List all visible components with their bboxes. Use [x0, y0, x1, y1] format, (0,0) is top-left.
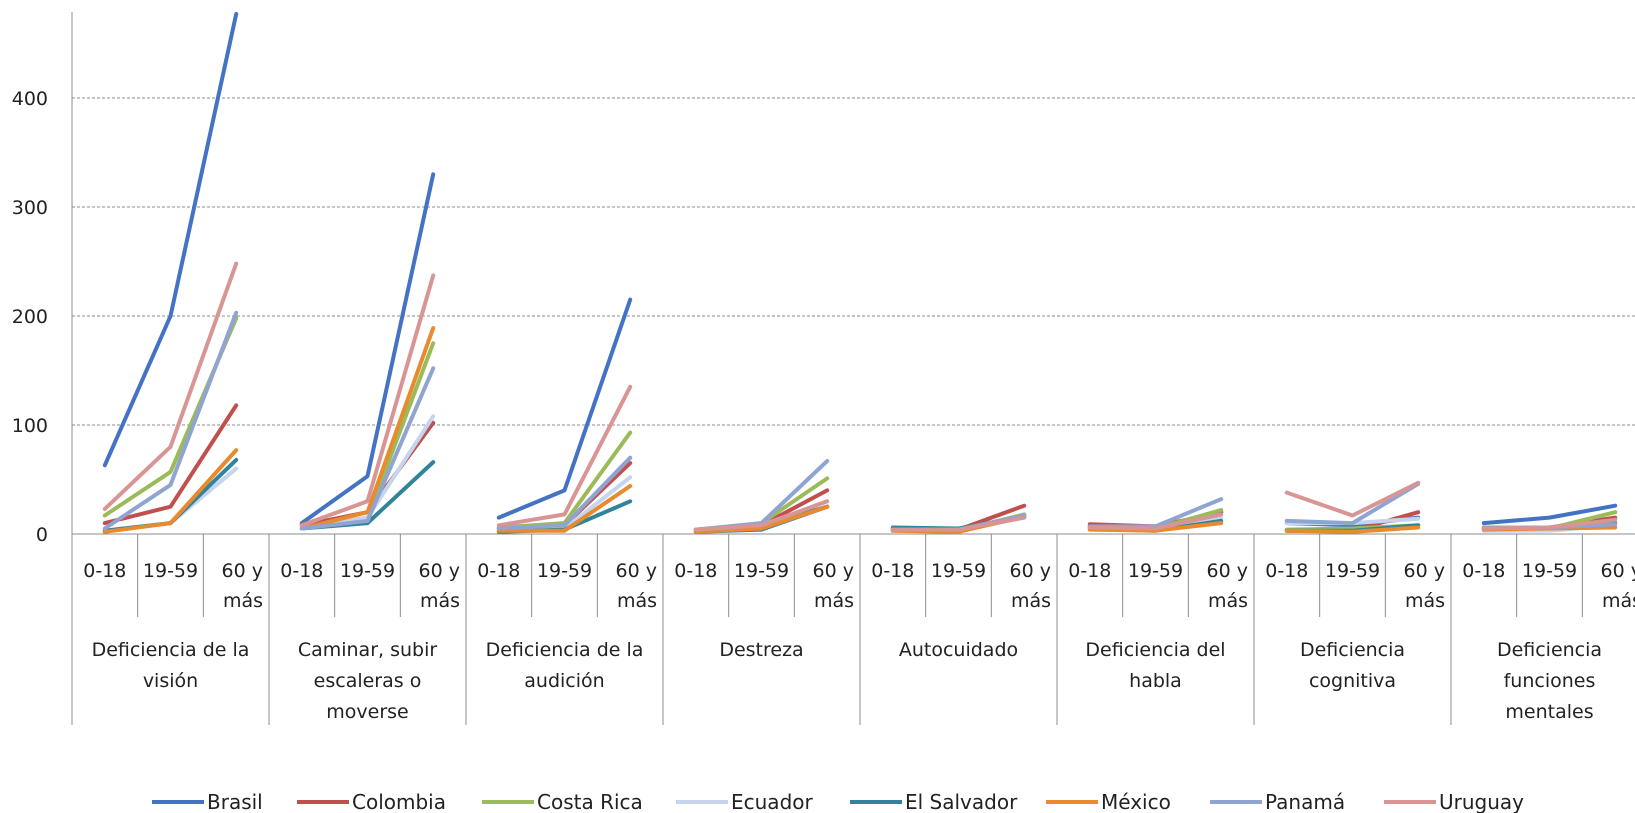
series-line-segment [299, 366, 436, 531]
subcategory-label: 19-59 [1128, 560, 1183, 582]
series-line-segment [1481, 503, 1618, 526]
group-label: Caminar, subir [298, 639, 438, 661]
subcategory-label: 19-59 [931, 560, 986, 582]
series-line-segment [693, 459, 830, 532]
subcategory-label: 0-18 [1068, 560, 1111, 582]
subcategory-label: 60 y [1601, 560, 1635, 582]
series-line-segment [693, 499, 830, 532]
legend-label: Uruguay [1439, 790, 1524, 813]
y-tick-label: 400 [12, 88, 48, 110]
subcategory-label: 60 y [1207, 560, 1248, 582]
subcategory-label: 60 y [616, 560, 657, 582]
subcategory-label: 19-59 [340, 560, 395, 582]
series-line-segment [102, 310, 239, 531]
series-line-segment [496, 455, 633, 531]
subcategory-label: 60 y [1010, 560, 1051, 582]
series-line-segment [693, 504, 830, 534]
group-label: Deficiencia [1497, 639, 1602, 661]
series-line-segment [1284, 480, 1421, 518]
series-colombia [102, 403, 1618, 533]
subcategory-label: 0-18 [1462, 560, 1505, 582]
group-label: habla [1129, 670, 1182, 692]
legend-label: Costa Rica [537, 790, 643, 813]
legend-label: Panamá [1265, 790, 1345, 813]
series-line-segment [496, 384, 633, 528]
series-line-segment [102, 12, 239, 468]
subcategory-label: 60 y [813, 560, 854, 582]
group-label: Autocuidado [899, 639, 1018, 661]
subcategory-label: más [1405, 590, 1445, 612]
group-label: visión [143, 670, 198, 692]
series-line-segment [496, 484, 633, 533]
y-tick-label: 200 [12, 306, 48, 328]
group-label: Deficiencia del [1085, 639, 1225, 661]
subcategory-label: más [814, 590, 854, 612]
subcategory-label: 60 y [419, 560, 460, 582]
series-line-segment [1087, 512, 1224, 531]
subcategory-label: 0-18 [674, 560, 717, 582]
series-line-segment [496, 461, 633, 531]
y-tick-label: 100 [12, 415, 48, 437]
series-line-segment [102, 261, 239, 511]
series-line-segment [102, 403, 239, 526]
series-line-segment [1481, 517, 1618, 531]
legend-label: Ecuador [731, 790, 813, 813]
legend-label: Brasil [207, 790, 263, 813]
group-label: Destreza [719, 639, 803, 661]
subcategory-label: 60 y [222, 560, 263, 582]
group-label: escaleras o [314, 670, 422, 692]
series-line-segment [1284, 481, 1421, 526]
group-label: Deficiencia de la [486, 639, 644, 661]
subcategory-label: 19-59 [537, 560, 592, 582]
subcategory-label: 0-18 [83, 560, 126, 582]
legend-label: El Salvador [905, 790, 1018, 813]
series-brasil [102, 12, 1618, 533]
group-label: Deficiencia de la [92, 639, 250, 661]
subcategory-label: más [223, 590, 263, 612]
series-lines [102, 12, 1618, 534]
group-label: cognitiva [1309, 670, 1396, 692]
series-line-segment [890, 515, 1027, 532]
subcategory-label: 0-18 [1265, 560, 1308, 582]
series-line-segment [102, 448, 239, 534]
subcategory-label: 0-18 [477, 560, 520, 582]
subcategory-label: más [420, 590, 460, 612]
subcategory-label: 19-59 [734, 560, 789, 582]
legend: Brasil Colombia Costa Rica Ecuador El Salvad… [152, 790, 1524, 813]
series-line-segment [496, 297, 633, 520]
y-tick-label: 0 [36, 524, 48, 546]
series-line-segment [1087, 521, 1224, 533]
series-line-segment [299, 172, 436, 526]
group-label: Deficiencia [1300, 639, 1405, 661]
group-label: mentales [1505, 701, 1593, 723]
group-label: audición [524, 670, 604, 692]
series-line-segment [1284, 525, 1421, 534]
subcategory-label: 19-59 [1325, 560, 1380, 582]
legend-label: Colombia [352, 790, 446, 813]
group-label: funciones [1504, 670, 1596, 692]
subcategory-label: 0-18 [871, 560, 914, 582]
subcategory-label: 19-59 [1522, 560, 1577, 582]
subcategory-label: 19-59 [143, 560, 198, 582]
group-label: moverse [326, 701, 408, 723]
legend-label: México [1101, 790, 1171, 813]
series-uruguay [102, 261, 1618, 532]
subcategory-label: más [617, 590, 657, 612]
subcategory-label: 60 y [1404, 560, 1445, 582]
y-tick-label: 300 [12, 197, 48, 219]
series-line-segment [299, 273, 436, 528]
axis-labels: 0 100 200 300 400 0-18 19-59 60 y más Deficiencia… [12, 88, 1635, 723]
subcategory-label: más [1208, 590, 1248, 612]
subcategory-label: 0-18 [280, 560, 323, 582]
series-line-segment [299, 326, 436, 531]
subcategory-label: más [1602, 590, 1635, 612]
gridlines [72, 97, 1635, 426]
subcategory-label: más [1011, 590, 1051, 612]
axes [71, 12, 1635, 725]
